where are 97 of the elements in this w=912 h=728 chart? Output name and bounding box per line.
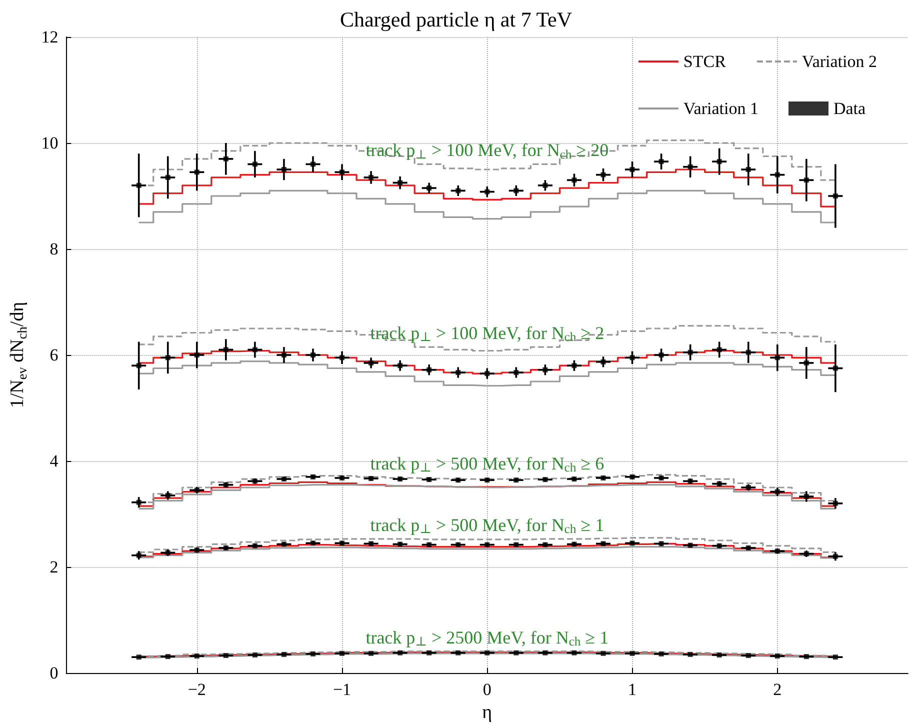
point [426,186,432,191]
point [716,652,722,658]
x-tick-label: −2 [188,680,206,699]
point [572,650,577,656]
point [832,366,838,371]
point [136,654,142,660]
point [426,650,432,656]
point [484,189,490,194]
y-tick-label: 2 [50,558,58,576]
point [136,363,142,368]
point [398,363,403,368]
point [310,352,316,358]
x-tick-label: −1 [332,680,352,699]
point [600,650,606,656]
point [804,494,809,500]
point [456,188,461,194]
point [281,352,286,358]
legend-label: STCR [683,52,727,71]
x-tick-label: 2 [773,680,782,699]
point [368,360,374,366]
point [426,367,432,372]
point [165,654,170,660]
point [456,650,461,656]
legend-label: Variation 2 [802,52,878,71]
point [658,159,664,164]
point [804,654,809,660]
point [658,651,664,656]
point [832,194,838,198]
point [310,162,316,167]
point [572,178,577,183]
point [456,370,461,375]
point [746,653,751,658]
point [368,174,374,180]
point [542,650,548,656]
point [832,500,838,506]
y-tick-label: 10 [41,134,58,152]
y-tick-label: 6 [50,346,58,364]
point [252,347,258,352]
point [340,650,345,656]
point [252,162,258,167]
point [194,654,200,659]
x-axis-title: η [482,702,492,723]
point [340,170,345,175]
point [600,359,606,364]
point [514,188,519,194]
legend-label: Variation 1 [683,99,758,118]
point [223,347,228,352]
x-tick-label: 0 [482,680,492,699]
legend-label: Data [833,99,866,118]
point [774,654,780,659]
point [804,178,809,183]
point [194,352,200,358]
point [774,355,780,360]
point [514,650,519,656]
point [600,172,606,178]
point [252,652,258,658]
point [310,651,316,656]
point [630,167,635,172]
point [630,355,635,360]
point [281,652,286,657]
point [746,167,751,172]
point [223,653,228,658]
point [804,360,809,366]
point [716,159,722,164]
point [688,350,693,355]
point [746,350,751,355]
point [398,180,403,186]
point [368,650,374,656]
point [223,156,228,162]
chart-title: Charged particle η at 7 TeV [340,8,572,32]
point [165,174,170,180]
point [484,371,490,376]
point [398,650,403,656]
point [340,355,345,360]
point [630,650,635,656]
point [774,172,780,178]
point [484,650,490,656]
point [688,652,693,657]
y-axis-title: 1/Nev dNch/dη [7,302,30,408]
y-tick-label: 12 [41,28,58,46]
point [716,347,722,352]
point [542,182,548,188]
point [136,182,142,188]
point [514,370,519,375]
point [165,355,170,360]
point [281,167,286,172]
y-tick-label: 4 [50,452,59,470]
point [194,170,200,175]
point [658,352,664,358]
point [832,654,838,660]
point [572,363,577,368]
x-tick-label: 1 [628,680,637,699]
point [136,500,142,505]
point [542,367,548,372]
y-tick-label: 0 [50,664,58,682]
point [688,164,693,170]
y-tick-label: 8 [50,240,58,258]
